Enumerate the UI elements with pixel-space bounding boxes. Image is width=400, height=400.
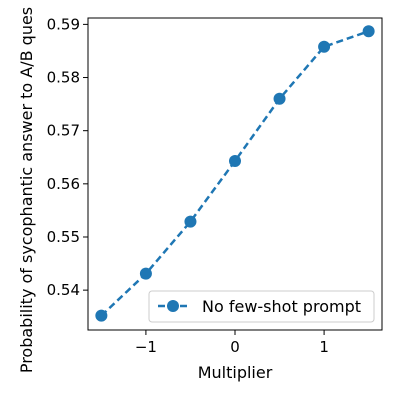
y-axis-ticks: 0.54 0.55 0.56 0.57 0.58 0.59: [47, 15, 88, 299]
data-point: [139, 267, 152, 280]
series-layer: [95, 25, 375, 322]
legend-label: No few-shot prompt: [202, 297, 361, 316]
plot-frame: [87, 17, 383, 331]
x-tick-label: −1: [135, 338, 157, 356]
legend-box: [148, 290, 375, 323]
x-axis-title: Multiplier: [198, 363, 273, 382]
y-tick-label: 0.54: [47, 281, 80, 299]
y-axis-title: Probability of sycophantic answer to A/B…: [17, 7, 36, 373]
x-tick-label: 0: [230, 338, 240, 356]
y-tick-label: 0.57: [47, 122, 80, 140]
y-tick-label: 0.59: [47, 15, 80, 33]
legend-marker-swatch: [167, 300, 179, 312]
x-axis-ticks: −1 0 1: [135, 330, 329, 356]
data-point: [95, 309, 108, 322]
data-point: [229, 154, 241, 167]
data-point: [273, 92, 286, 105]
data-point: [318, 40, 331, 53]
y-tick-label: 0.58: [47, 69, 80, 87]
x-tick-label: 1: [319, 338, 329, 356]
data-point: [184, 215, 197, 228]
y-tick-label: 0.55: [47, 228, 80, 246]
y-tick-label: 0.56: [47, 175, 80, 193]
legend: No few-shot prompt: [148, 290, 375, 323]
data-point: [362, 25, 375, 38]
